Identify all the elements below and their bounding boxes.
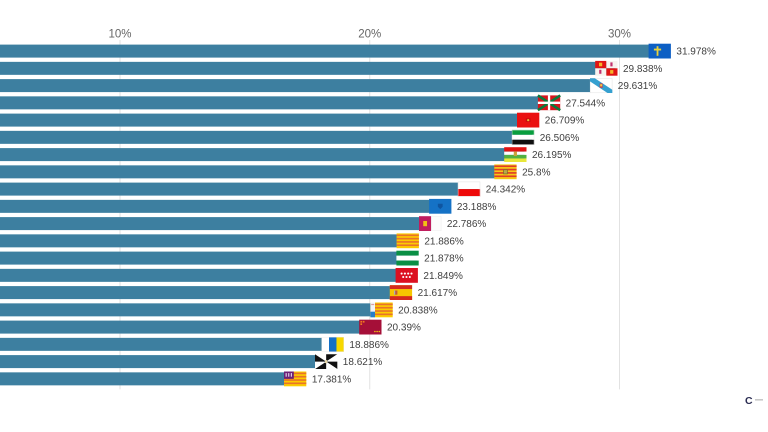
- svg-text:27.544%: 27.544%: [566, 98, 606, 109]
- svg-text:23.188%: 23.188%: [457, 202, 497, 213]
- svg-text:24.342%: 24.342%: [486, 185, 526, 196]
- svg-text:21.617%: 21.617%: [418, 288, 458, 299]
- svg-text:29.631%: 29.631%: [618, 81, 658, 92]
- svg-text:20.838%: 20.838%: [398, 305, 438, 316]
- svg-text:22.786%: 22.786%: [447, 219, 487, 230]
- svg-text:26.195%: 26.195%: [532, 150, 572, 161]
- svg-text:21.878%: 21.878%: [424, 254, 464, 265]
- svg-text:C: C: [745, 395, 753, 407]
- svg-text:20.39%: 20.39%: [387, 323, 421, 334]
- svg-text:21.886%: 21.886%: [424, 236, 464, 247]
- svg-text:20%: 20%: [358, 29, 381, 41]
- svg-text:26.709%: 26.709%: [545, 116, 585, 127]
- svg-text:29.838%: 29.838%: [623, 64, 663, 75]
- svg-text:18.886%: 18.886%: [349, 340, 389, 351]
- svg-text:10%: 10%: [108, 29, 131, 41]
- svg-text:26.506%: 26.506%: [540, 133, 580, 144]
- svg-text:25.8%: 25.8%: [522, 167, 550, 178]
- svg-text:21.849%: 21.849%: [423, 271, 463, 282]
- svg-text:31.978%: 31.978%: [676, 47, 716, 58]
- svg-text:18.621%: 18.621%: [343, 357, 383, 368]
- svg-text:30%: 30%: [608, 29, 631, 41]
- svg-text:17.381%: 17.381%: [312, 374, 352, 385]
